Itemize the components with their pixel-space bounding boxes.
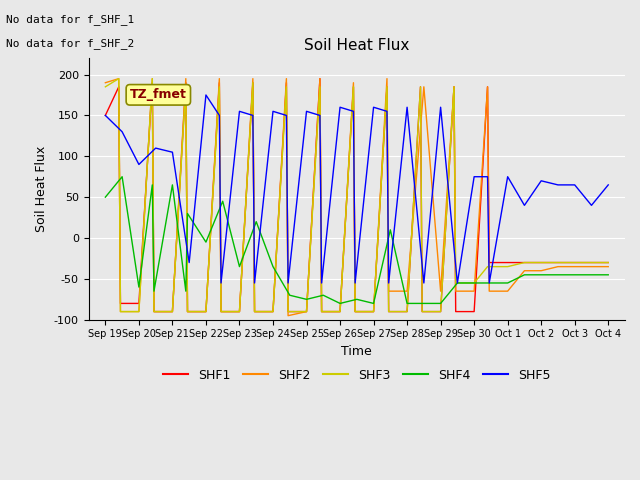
Y-axis label: Soil Heat Flux: Soil Heat Flux: [35, 146, 49, 232]
Legend: SHF1, SHF2, SHF3, SHF4, SHF5: SHF1, SHF2, SHF3, SHF4, SHF5: [158, 364, 556, 387]
Text: No data for f_SHF_1: No data for f_SHF_1: [6, 14, 134, 25]
Text: TZ_fmet: TZ_fmet: [130, 88, 187, 101]
X-axis label: Time: Time: [341, 345, 372, 358]
Text: No data for f_SHF_2: No data for f_SHF_2: [6, 38, 134, 49]
Title: Soil Heat Flux: Soil Heat Flux: [304, 38, 410, 53]
